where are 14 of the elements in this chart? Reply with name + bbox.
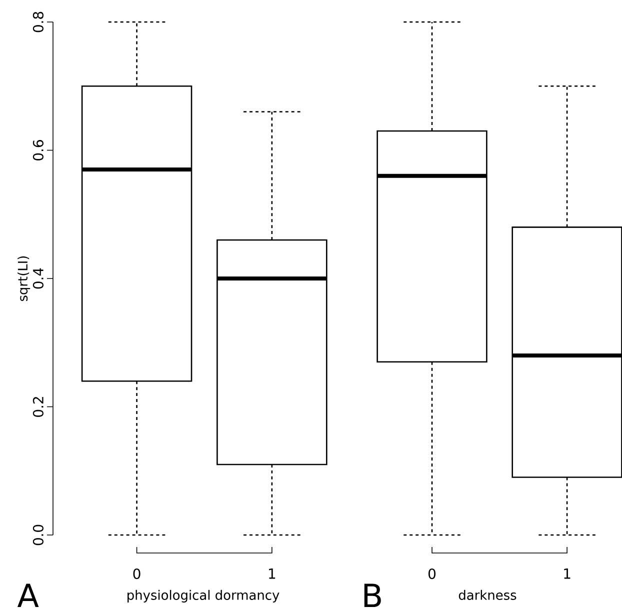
y-tick-label: 0.4 (32, 268, 44, 289)
y-tick-label: 0.8 (32, 12, 44, 32)
x-tick-label: 0 (428, 568, 436, 580)
x-axis-title: physiological dormancy (128, 590, 280, 602)
x-tick-label: 1 (564, 568, 570, 579)
y-tick-label: 0.6 (32, 140, 44, 160)
y-tick-label: 0.0 (32, 524, 44, 546)
x-axis-title: darkness (458, 590, 516, 600)
text: B (364, 584, 381, 607)
x-tick-label: 1 (269, 568, 276, 579)
text: A (17, 584, 39, 607)
y-axis-title: sqrt(LI) (18, 256, 30, 302)
x-tick-label: 0 (133, 568, 140, 580)
y-tick-label: 0.2 (32, 397, 44, 417)
